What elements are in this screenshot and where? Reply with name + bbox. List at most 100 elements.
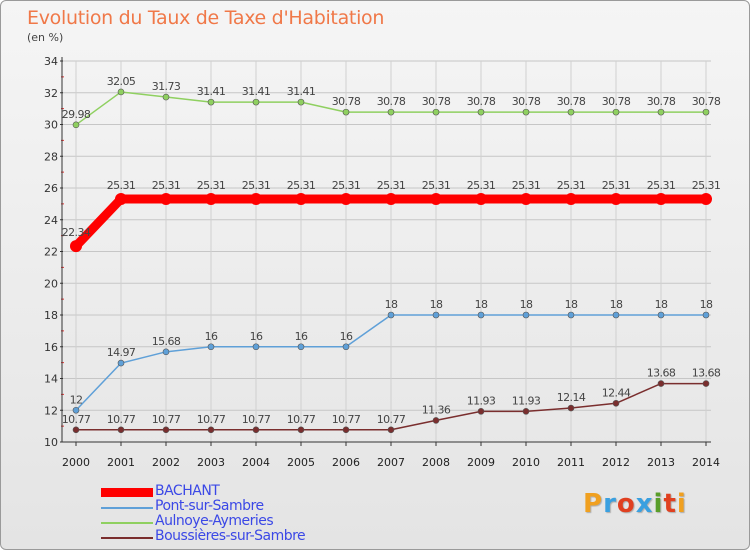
data-label: 10.77 bbox=[287, 413, 316, 426]
data-point bbox=[432, 108, 440, 116]
data-point bbox=[522, 108, 530, 116]
data-label: 30.78 bbox=[692, 95, 721, 108]
data-label: 31.41 bbox=[287, 85, 316, 98]
y-tick-label: 28 bbox=[44, 150, 58, 163]
data-label: 18 bbox=[475, 298, 488, 311]
data-label: 25.31 bbox=[602, 179, 631, 192]
data-point bbox=[297, 426, 305, 434]
x-tick-label: 2003 bbox=[197, 456, 225, 469]
data-point bbox=[567, 108, 575, 116]
data-label: 25.31 bbox=[557, 179, 586, 192]
legend-swatch bbox=[101, 522, 153, 524]
data-point bbox=[252, 98, 260, 106]
data-point bbox=[250, 192, 262, 205]
y-tick-label: 12 bbox=[44, 404, 58, 417]
data-point bbox=[340, 192, 352, 205]
data-point bbox=[700, 192, 712, 205]
y-tick-label: 20 bbox=[44, 277, 58, 290]
data-label: 10.77 bbox=[62, 413, 91, 426]
data-label: 30.78 bbox=[512, 95, 541, 108]
data-label: 30.78 bbox=[557, 95, 586, 108]
data-label: 31.73 bbox=[152, 80, 181, 93]
data-point bbox=[207, 426, 215, 434]
data-point bbox=[252, 343, 260, 351]
data-label: 16 bbox=[250, 330, 263, 343]
data-label: 25.31 bbox=[107, 179, 136, 192]
axes: 10 12 14 16 18 20 22 24 26 28 30 32 34 2000 2001 2002 20… bbox=[44, 55, 720, 469]
x-tick-label: 2004 bbox=[242, 456, 270, 469]
data-label: 10.77 bbox=[377, 413, 406, 426]
data-label: 25.31 bbox=[197, 179, 226, 192]
data-label: 25.31 bbox=[377, 179, 406, 192]
data-point bbox=[115, 192, 127, 205]
x-tick-label: 2009 bbox=[467, 456, 495, 469]
data-label: 30.78 bbox=[377, 95, 406, 108]
data-point bbox=[565, 192, 577, 205]
data-point bbox=[162, 426, 170, 434]
data-label: 22.34 bbox=[62, 226, 91, 239]
data-label: 16 bbox=[340, 330, 353, 343]
data-label: 30.78 bbox=[602, 95, 631, 108]
data-label: 18 bbox=[565, 298, 578, 311]
data-point bbox=[610, 192, 622, 205]
data-point bbox=[387, 311, 395, 319]
data-label: 18 bbox=[430, 298, 443, 311]
data-label: 25.31 bbox=[647, 179, 676, 192]
series-lines bbox=[70, 88, 712, 434]
legend-swatch bbox=[101, 488, 153, 497]
data-label: 10.77 bbox=[332, 413, 361, 426]
data-point bbox=[117, 359, 125, 367]
data-label: 13.68 bbox=[692, 367, 721, 380]
data-point bbox=[207, 98, 215, 106]
data-label: 18 bbox=[700, 298, 713, 311]
data-label: 18 bbox=[520, 298, 533, 311]
legend-label: BACHANT bbox=[155, 483, 220, 499]
data-point bbox=[657, 311, 665, 319]
data-label: 12.14 bbox=[557, 391, 586, 404]
data-label: 13.68 bbox=[647, 367, 676, 380]
data-label: 29.98 bbox=[62, 108, 91, 121]
data-point bbox=[702, 311, 710, 319]
data-point bbox=[295, 192, 307, 205]
data-point bbox=[702, 108, 710, 116]
data-label: 16 bbox=[205, 330, 218, 343]
data-label: 10.77 bbox=[107, 413, 136, 426]
data-label: 25.31 bbox=[242, 179, 271, 192]
data-label: 31.41 bbox=[242, 85, 271, 98]
x-tick-label: 2012 bbox=[602, 456, 630, 469]
x-tick-label: 2008 bbox=[422, 456, 450, 469]
data-point bbox=[430, 192, 442, 205]
data-point bbox=[72, 406, 80, 414]
data-label: 30.78 bbox=[467, 95, 496, 108]
data-label: 14.97 bbox=[107, 346, 136, 359]
y-tick-label: 10 bbox=[44, 436, 58, 449]
data-point bbox=[657, 380, 665, 387]
data-label: 25.31 bbox=[512, 179, 541, 192]
data-point bbox=[205, 192, 217, 205]
data-point bbox=[385, 192, 397, 205]
chart-unit-label: (en %) bbox=[27, 31, 64, 44]
data-point bbox=[477, 108, 485, 116]
data-point bbox=[207, 343, 215, 351]
data-point bbox=[432, 417, 440, 424]
data-point bbox=[342, 426, 350, 434]
y-tick-label: 22 bbox=[44, 246, 58, 259]
data-point bbox=[252, 426, 260, 434]
data-label: 30.78 bbox=[332, 95, 361, 108]
data-label: 10.77 bbox=[197, 413, 226, 426]
data-point bbox=[567, 311, 575, 319]
data-label: 11.93 bbox=[467, 394, 496, 407]
x-tick-label: 2002 bbox=[152, 456, 180, 469]
data-label: 25.31 bbox=[692, 179, 721, 192]
data-point bbox=[342, 108, 350, 116]
data-point bbox=[702, 380, 710, 387]
data-point bbox=[612, 399, 620, 407]
data-point bbox=[297, 98, 305, 106]
data-label: 31.41 bbox=[197, 85, 226, 98]
data-label: 18 bbox=[610, 298, 623, 311]
y-tick-label: 26 bbox=[44, 182, 58, 195]
y-tick-label: 32 bbox=[44, 87, 58, 100]
data-point bbox=[297, 343, 305, 351]
